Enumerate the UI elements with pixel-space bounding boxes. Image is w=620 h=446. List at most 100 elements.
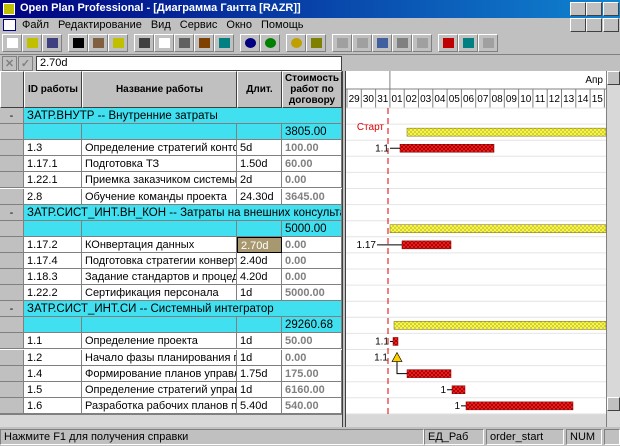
toolbar-button[interactable] (42, 34, 62, 52)
toolbar-button[interactable] (392, 34, 412, 52)
toolbar-button[interactable] (22, 34, 42, 52)
task-cell[interactable]: 1.50d (237, 156, 282, 173)
task-cell[interactable]: 175.00 (282, 365, 342, 382)
task-cell[interactable]: Задание стандартов и процедур по д (82, 269, 237, 286)
task-cell[interactable]: 2.8 (24, 188, 82, 205)
task-cell[interactable]: 100.00 (282, 140, 342, 157)
task-cell[interactable]: 1.17.4 (24, 252, 82, 269)
menu-item[interactable]: Сервис (179, 19, 218, 31)
toolbar-button[interactable] (194, 34, 214, 52)
toolbar-button[interactable] (240, 34, 260, 52)
menu-item[interactable]: Файл (22, 19, 50, 31)
task-cell[interactable]: Определение стратегий контоля и отч (82, 140, 237, 157)
menu-item[interactable]: Помощь (260, 19, 304, 31)
task-cell[interactable]: 24.30d (237, 188, 282, 205)
task-cell[interactable]: 0.00 (282, 349, 342, 366)
maximize-button[interactable] (586, 2, 602, 16)
menu-item[interactable]: Редактирование (58, 19, 142, 31)
task-cell[interactable]: 0.00 (282, 269, 342, 286)
accept-button[interactable]: ✓ (18, 56, 33, 71)
scroll-down[interactable] (607, 397, 620, 411)
splitter[interactable] (342, 71, 346, 427)
toolbar-button[interactable] (458, 34, 478, 52)
task-cell[interactable]: Начало фазы планирования проекта (82, 349, 237, 366)
task-cell[interactable]: Обучение команды проекта (82, 188, 237, 205)
task-cell[interactable]: 1.22.1 (24, 172, 82, 189)
task-cell[interactable]: 1.18.3 (24, 269, 82, 286)
task-cell[interactable]: 60.00 (282, 156, 342, 173)
menu-item[interactable]: Окно (226, 19, 252, 31)
scroll-up[interactable] (607, 71, 620, 85)
child-restore[interactable] (586, 18, 602, 32)
task-cell[interactable]: 0.00 (282, 252, 342, 269)
task-cell[interactable]: 1.22.2 (24, 285, 82, 302)
task-cell[interactable]: 1.5 (24, 381, 82, 398)
task-cell[interactable]: 540.00 (282, 397, 342, 414)
task-cell[interactable]: Определение стратегий управления р (82, 381, 237, 398)
toolbar-button[interactable] (478, 34, 498, 52)
toolbar-button[interactable] (352, 34, 372, 52)
toolbar-button[interactable] (134, 34, 154, 52)
task-cell[interactable]: Приемка заказчиком системы клиент (82, 172, 237, 189)
toolbar-button[interactable] (88, 34, 108, 52)
task-cell[interactable]: 2d (237, 172, 282, 189)
task-cell[interactable]: 0.00 (282, 236, 342, 253)
group-toggle[interactable]: - (0, 301, 24, 318)
toolbar-button[interactable] (108, 34, 128, 52)
task-cell[interactable]: 1d (237, 285, 282, 302)
task-cell[interactable]: Определение проекта (82, 333, 237, 350)
minimize-button[interactable] (570, 2, 586, 16)
gantt-scrollbar[interactable] (346, 414, 606, 427)
cancel-button[interactable]: ✕ (2, 56, 17, 71)
task-cell[interactable]: 4.20d (237, 269, 282, 286)
toolbar-icon (199, 38, 210, 48)
toolbar-button[interactable] (174, 34, 194, 52)
task-cell[interactable]: 6160.00 (282, 381, 342, 398)
task-cell[interactable]: 1d (237, 333, 282, 350)
task-cell[interactable]: 3645.00 (282, 188, 342, 205)
task-cell[interactable]: 1.2 (24, 349, 82, 366)
toolbar-button[interactable] (412, 34, 432, 52)
group-toggle[interactable]: - (0, 108, 24, 125)
task-cell[interactable]: 1.17.1 (24, 156, 82, 173)
task-cell[interactable]: 1.75d (237, 365, 282, 382)
task-cell[interactable]: 1d (237, 349, 282, 366)
task-cell[interactable]: 1.17.2 (24, 236, 82, 253)
menu-item[interactable]: Вид (150, 19, 171, 31)
toolbar-button[interactable] (68, 34, 88, 52)
child-minimize[interactable] (570, 18, 586, 32)
child-close[interactable] (603, 18, 619, 32)
task-cell[interactable]: 5d (237, 140, 282, 157)
task-cell[interactable]: 50.00 (282, 333, 342, 350)
toolbar-button[interactable] (332, 34, 352, 52)
task-cell[interactable]: 1d (237, 381, 282, 398)
task-cell[interactable]: 0.00 (282, 172, 342, 189)
task-cell[interactable]: 2.40d (237, 252, 282, 269)
toolbar-button[interactable] (438, 34, 458, 52)
task-cell[interactable]: 1.3 (24, 140, 82, 157)
toolbar-button[interactable] (260, 34, 280, 52)
toolbar-button[interactable] (372, 34, 392, 52)
toolbar-button[interactable] (286, 34, 306, 52)
toolbar-button[interactable] (214, 34, 234, 52)
horizontal-scrollbar[interactable] (0, 414, 342, 427)
group-toggle[interactable]: - (0, 204, 24, 221)
task-cell[interactable]: 2.70d (237, 236, 282, 253)
vertical-scrollbar[interactable] (606, 71, 620, 427)
task-cell[interactable]: 1.1 (24, 333, 82, 350)
edit-field[interactable]: 2.70d (36, 56, 342, 71)
task-cell[interactable]: 1.4 (24, 365, 82, 382)
task-cell[interactable]: Сертификация персонала (82, 285, 237, 302)
task-cell[interactable]: Подготовка ТЗ (82, 156, 237, 173)
task-cell[interactable]: 5.40d (237, 397, 282, 414)
toolbar-button[interactable] (2, 34, 22, 52)
task-cell[interactable]: 5000.00 (282, 285, 342, 302)
task-cell[interactable]: Разработка рабочих планов проекта (82, 397, 237, 414)
task-cell[interactable]: Подготовка стратегии конвертации (82, 252, 237, 269)
close-button[interactable] (603, 2, 619, 16)
task-cell[interactable]: КОнвертация данных (82, 236, 237, 253)
task-cell[interactable]: Формирование планов управления (82, 365, 237, 382)
toolbar-button[interactable] (154, 34, 174, 52)
task-cell[interactable]: 1.6 (24, 397, 82, 414)
toolbar-button[interactable] (306, 34, 326, 52)
